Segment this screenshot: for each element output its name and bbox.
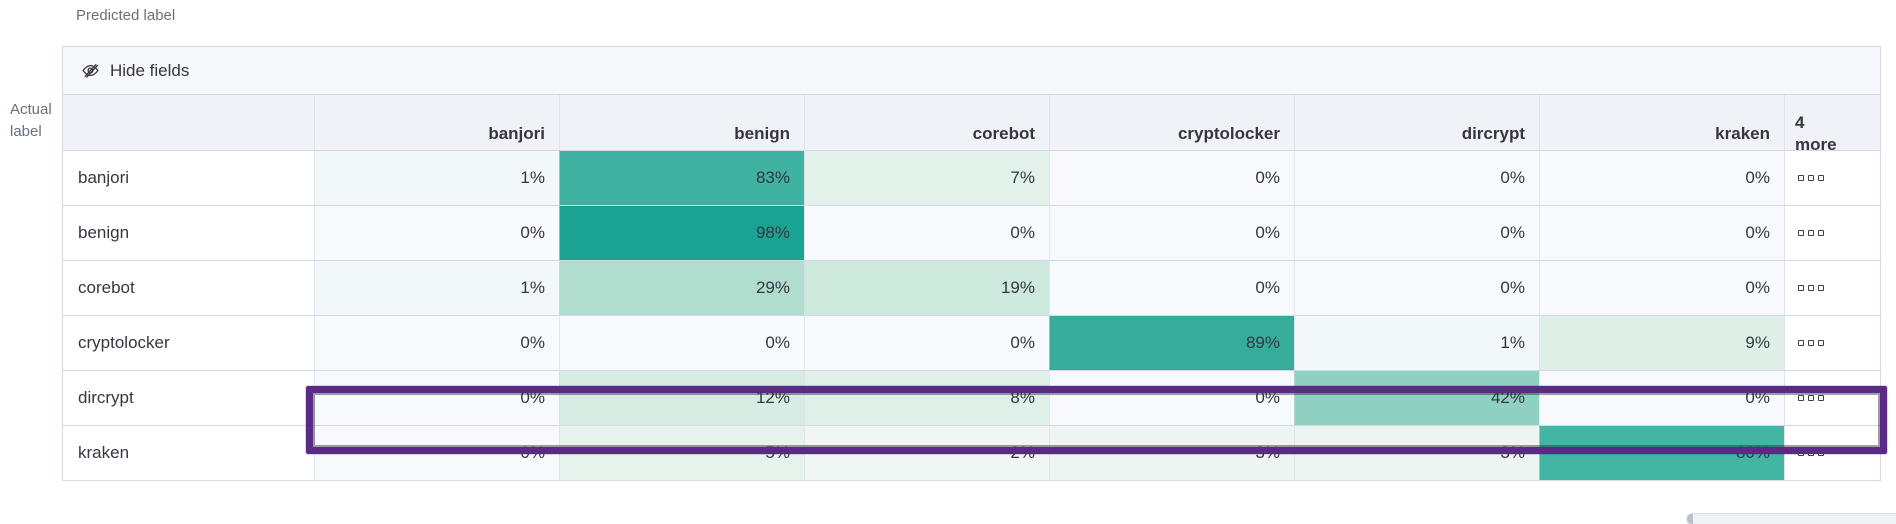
matrix-cell-dircrypt-banjori[interactable]: 0% xyxy=(314,370,559,425)
matrix-cell-dircrypt-corebot[interactable]: 8% xyxy=(804,370,1049,425)
horizontal-scrollbar[interactable] xyxy=(1686,513,1896,524)
matrix-cell-cryptolocker-cryptolocker[interactable]: 89% xyxy=(1049,315,1294,370)
actual-label-axis: Actual label xyxy=(10,101,52,140)
hide-fields-label: Hide fields xyxy=(110,60,190,80)
matrix-cell-banjori-cryptolocker[interactable]: 0% xyxy=(1049,150,1294,205)
row-label-dircrypt[interactable]: dircrypt xyxy=(63,370,314,425)
row-more-actions-benign[interactable] xyxy=(1784,205,1880,260)
row-more-actions-kraken[interactable] xyxy=(1784,425,1880,480)
matrix-cell-benign-dircrypt[interactable]: 0% xyxy=(1294,205,1539,260)
more-actions-icon xyxy=(1818,175,1824,181)
matrix-cell-kraken-banjori[interactable]: 0% xyxy=(314,425,559,480)
row-more-actions-dircrypt[interactable] xyxy=(1784,370,1880,425)
more-actions-icon xyxy=(1798,450,1804,456)
row-more-actions-banjori[interactable] xyxy=(1784,150,1880,205)
matrix-grid: banjori benign corebot cryptolocker dircrypt… xyxy=(63,95,1880,480)
row-label-corebot[interactable]: corebot xyxy=(63,260,314,315)
matrix-cell-corebot-cryptolocker[interactable]: 0% xyxy=(1049,260,1294,315)
matrix-cell-cryptolocker-kraken[interactable]: 9% xyxy=(1539,315,1784,370)
more-actions-icon xyxy=(1808,340,1814,346)
matrix-cell-dircrypt-dircrypt[interactable]: 42% xyxy=(1294,370,1539,425)
matrix-cell-banjori-dircrypt[interactable]: 0% xyxy=(1294,150,1539,205)
matrix-cell-corebot-dircrypt[interactable]: 0% xyxy=(1294,260,1539,315)
matrix-cell-benign-corebot[interactable]: 0% xyxy=(804,205,1049,260)
more-actions-icon xyxy=(1818,450,1824,456)
matrix-cell-benign-cryptolocker[interactable]: 0% xyxy=(1049,205,1294,260)
row-label-benign[interactable]: benign xyxy=(63,205,314,260)
matrix-cell-dircrypt-benign[interactable]: 12% xyxy=(559,370,804,425)
hide-fields-button[interactable]: Hide fields xyxy=(81,61,189,81)
matrix-cell-kraken-kraken[interactable]: 80% xyxy=(1539,425,1784,480)
matrix-cell-dircrypt-cryptolocker[interactable]: 0% xyxy=(1049,370,1294,425)
predicted-label-axis: Predicted label xyxy=(76,7,176,24)
matrix-cell-dircrypt-kraken[interactable]: 0% xyxy=(1539,370,1784,425)
row-label-cryptolocker[interactable]: cryptolocker xyxy=(63,315,314,370)
matrix-cell-banjori-benign[interactable]: 83% xyxy=(559,150,804,205)
matrix-cell-kraken-benign[interactable]: 5% xyxy=(559,425,804,480)
confusion-matrix-table: Hide fields banjori benign corebot cryptolo… xyxy=(62,46,1881,481)
matrix-cell-banjori-corebot[interactable]: 7% xyxy=(804,150,1049,205)
matrix-cell-benign-banjori[interactable]: 0% xyxy=(314,205,559,260)
matrix-cell-cryptolocker-corebot[interactable]: 0% xyxy=(804,315,1049,370)
more-actions-icon xyxy=(1798,175,1804,181)
more-actions-icon xyxy=(1818,340,1824,346)
eye-closed-icon xyxy=(81,61,100,80)
matrix-cell-kraken-corebot[interactable]: 2% xyxy=(804,425,1049,480)
more-actions-icon xyxy=(1808,450,1814,456)
more-actions-icon xyxy=(1808,175,1814,181)
row-label-kraken[interactable]: kraken xyxy=(63,425,314,480)
more-actions-icon xyxy=(1798,395,1804,401)
more-actions-icon xyxy=(1818,285,1824,291)
matrix-cell-corebot-corebot[interactable]: 19% xyxy=(804,260,1049,315)
matrix-cell-banjori-banjori[interactable]: 1% xyxy=(314,150,559,205)
more-actions-icon xyxy=(1808,230,1814,236)
matrix-cell-cryptolocker-benign[interactable]: 0% xyxy=(559,315,804,370)
matrix-cell-corebot-benign[interactable]: 29% xyxy=(559,260,804,315)
matrix-cell-corebot-kraken[interactable]: 0% xyxy=(1539,260,1784,315)
more-actions-icon xyxy=(1818,230,1824,236)
row-label-banjori[interactable]: banjori xyxy=(63,150,314,205)
more-actions-icon xyxy=(1798,340,1804,346)
matrix-cell-kraken-cryptolocker[interactable]: 3% xyxy=(1049,425,1294,480)
more-actions-icon xyxy=(1808,395,1814,401)
row-more-actions-corebot[interactable] xyxy=(1784,260,1880,315)
more-actions-icon xyxy=(1808,285,1814,291)
matrix-cell-cryptolocker-banjori[interactable]: 0% xyxy=(314,315,559,370)
matrix-cell-banjori-kraken[interactable]: 0% xyxy=(1539,150,1784,205)
matrix-cell-corebot-banjori[interactable]: 1% xyxy=(314,260,559,315)
grid-controls: Hide fields xyxy=(63,47,1880,95)
more-actions-icon xyxy=(1798,230,1804,236)
more-actions-icon xyxy=(1798,285,1804,291)
row-more-actions-cryptolocker[interactable] xyxy=(1784,315,1880,370)
scrollbar-thumb[interactable] xyxy=(1687,514,1693,524)
matrix-cell-benign-benign[interactable]: 98% xyxy=(559,205,804,260)
matrix-cell-kraken-dircrypt[interactable]: 3% xyxy=(1294,425,1539,480)
more-actions-icon xyxy=(1818,395,1824,401)
matrix-cell-cryptolocker-dircrypt[interactable]: 1% xyxy=(1294,315,1539,370)
matrix-cell-benign-kraken[interactable]: 0% xyxy=(1539,205,1784,260)
